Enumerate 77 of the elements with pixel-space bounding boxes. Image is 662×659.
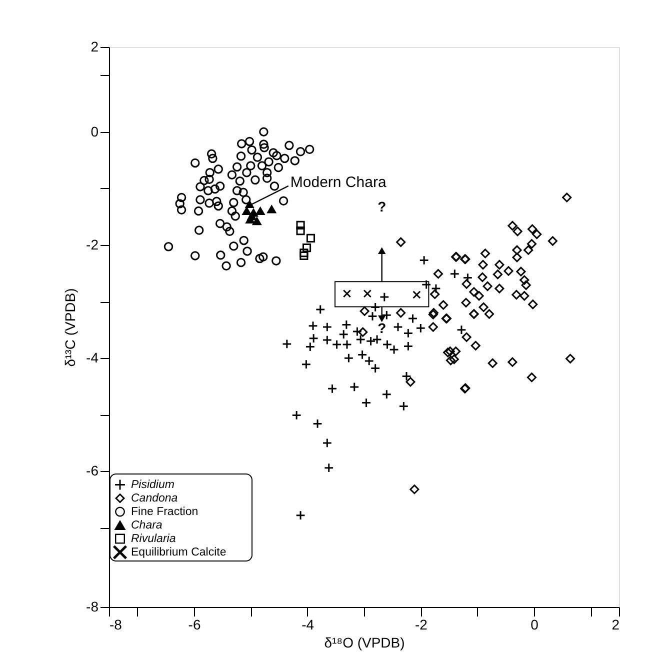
point	[356, 334, 366, 344]
annotation: ?	[378, 198, 386, 215]
y-tick-label: -8	[86, 598, 99, 614]
point	[379, 292, 390, 302]
point	[312, 418, 322, 429]
point	[296, 510, 306, 520]
point	[305, 342, 316, 352]
legend-label: Rivularia	[131, 532, 176, 545]
point	[322, 322, 332, 332]
point	[403, 341, 414, 352]
point	[256, 207, 265, 215]
point	[306, 234, 316, 242]
point	[308, 320, 318, 331]
legend-label: Pisidium	[131, 478, 175, 491]
point	[292, 410, 302, 420]
x-tick-label: -6	[188, 616, 201, 632]
point	[342, 320, 352, 330]
point	[300, 248, 308, 258]
y-tick-label: -6	[86, 462, 99, 479]
point	[370, 302, 380, 312]
point	[302, 244, 312, 252]
point	[412, 290, 421, 299]
point	[301, 359, 312, 370]
point	[456, 324, 466, 335]
point	[419, 255, 429, 266]
annotation: Modern Chara	[290, 174, 387, 191]
point	[338, 329, 349, 340]
x-tick-label: -8	[110, 616, 122, 632]
point	[296, 226, 305, 236]
point	[342, 290, 352, 298]
point	[322, 335, 332, 345]
point	[363, 290, 372, 298]
point	[324, 462, 334, 473]
point	[296, 220, 305, 230]
point	[342, 340, 352, 350]
point	[398, 401, 409, 412]
point	[421, 280, 432, 290]
point	[282, 339, 292, 349]
y-tick-label: 0	[90, 123, 99, 140]
point	[327, 384, 338, 394]
y-tick-label: 2	[90, 38, 99, 54]
point	[366, 336, 376, 346]
legend-label: Equilibrium Calcite	[131, 546, 226, 558]
point	[308, 333, 318, 344]
point	[267, 205, 276, 214]
point	[252, 217, 262, 226]
x-tick-label: -4	[302, 616, 314, 632]
point	[315, 304, 326, 314]
x-tick-label: 0	[530, 616, 539, 632]
point	[247, 212, 256, 220]
legend-label: Candona	[131, 492, 178, 504]
point	[370, 363, 380, 374]
y-tick-label: -2	[86, 236, 99, 252]
point	[372, 334, 382, 344]
annotation: ?	[378, 320, 386, 336]
y-axis-title: δ¹³C (VPDB)	[62, 288, 78, 367]
point	[382, 310, 392, 320]
point	[416, 323, 426, 334]
point	[403, 328, 414, 338]
legend-label: Chara	[131, 519, 162, 532]
x-tick-label: 2	[612, 616, 620, 632]
point	[361, 398, 372, 408]
point	[382, 389, 392, 400]
point	[242, 207, 252, 215]
point	[322, 438, 332, 448]
legend-label: Fine Fraction	[131, 506, 198, 518]
y-tick-label: -4	[86, 350, 99, 366]
point	[344, 353, 354, 364]
point	[368, 311, 378, 322]
point	[332, 340, 342, 350]
point	[393, 322, 403, 332]
point	[300, 251, 308, 260]
x-axis-title: δ¹⁸O (VPDB)	[324, 634, 405, 650]
point	[450, 268, 460, 279]
point	[408, 314, 418, 324]
x-tick-label: -2	[414, 616, 428, 632]
point	[349, 382, 360, 392]
